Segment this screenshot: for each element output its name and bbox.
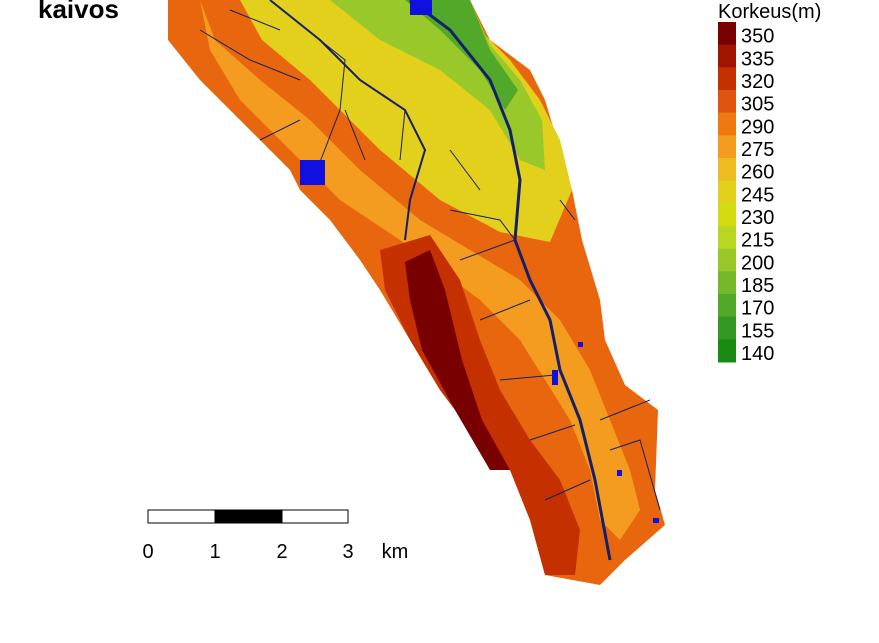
lakes	[300, 0, 659, 523]
legend-swatch	[718, 158, 736, 182]
legend-label: 185	[741, 275, 774, 297]
lake	[410, 0, 432, 15]
legend-swatch	[718, 203, 736, 227]
legend-swatch	[718, 112, 736, 136]
legend-swatch	[718, 135, 736, 159]
legend-label: 230	[741, 207, 774, 229]
legend-label: 290	[741, 116, 774, 138]
legend-swatch	[718, 294, 736, 318]
legend-swatch	[718, 180, 736, 204]
terrain	[168, 0, 665, 585]
rivers	[199, 0, 661, 561]
legend-swatch	[718, 271, 736, 295]
legend-label: 350	[741, 26, 774, 48]
lake	[578, 342, 583, 347]
scale-label: 0	[142, 541, 153, 563]
lake	[653, 518, 659, 523]
legend-label: 305	[741, 94, 774, 116]
river	[199, 9, 661, 511]
legend-label: 155	[741, 320, 774, 342]
scale-bar: km 0 1 2 3	[142, 509, 409, 563]
legend-label: 170	[741, 298, 774, 320]
scale-segment	[281, 509, 349, 524]
lake	[552, 370, 558, 385]
legend-swatch	[718, 226, 736, 250]
legend-label: 260	[741, 162, 774, 184]
scale-label: 1	[209, 541, 220, 563]
terrain-ridge	[405, 250, 510, 470]
legend-label: 320	[741, 71, 774, 93]
legend-swatch	[718, 316, 736, 340]
legend-swatch	[718, 339, 736, 363]
legend-label: 200	[741, 252, 774, 274]
legend-label: 335	[741, 48, 774, 70]
terrain-mid	[200, 0, 640, 540]
legend-label: 275	[741, 139, 774, 161]
scale-label: 2	[276, 541, 287, 563]
legend-label: 140	[741, 343, 774, 365]
legend: 3503353203052902752602452302152001851701…	[718, 22, 774, 365]
legend-swatch	[718, 90, 736, 114]
scale-label: 3	[342, 541, 353, 563]
legend-swatch	[718, 67, 736, 91]
scale-unit: km	[382, 541, 409, 563]
legend-label: 215	[741, 230, 774, 252]
scale-segment	[147, 509, 216, 524]
legend-swatch	[718, 22, 736, 46]
map-title: kaivos	[38, 0, 119, 24]
lake	[300, 160, 325, 185]
legend-title: Korkeus(m)	[718, 1, 821, 23]
lake	[617, 470, 622, 476]
legend-label: 245	[741, 184, 774, 206]
scale-segment	[214, 509, 283, 524]
main-river	[409, 0, 612, 561]
legend-swatch	[718, 44, 736, 68]
legend-swatch	[718, 248, 736, 272]
